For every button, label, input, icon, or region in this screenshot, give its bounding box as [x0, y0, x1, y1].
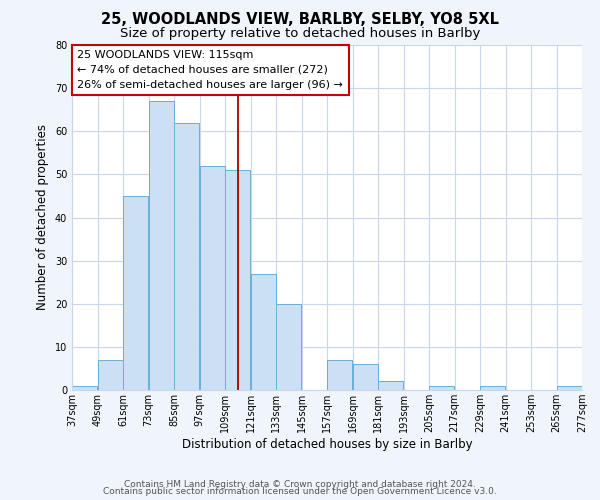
Text: 25 WOODLANDS VIEW: 115sqm
← 74% of detached houses are smaller (272)
26% of semi: 25 WOODLANDS VIEW: 115sqm ← 74% of detac… — [77, 50, 343, 90]
Text: 25, WOODLANDS VIEW, BARLBY, SELBY, YO8 5XL: 25, WOODLANDS VIEW, BARLBY, SELBY, YO8 5… — [101, 12, 499, 28]
Bar — [251, 274, 275, 390]
Bar — [557, 386, 581, 390]
Bar — [175, 122, 199, 390]
Bar — [149, 101, 173, 390]
Bar — [98, 360, 122, 390]
Bar — [328, 360, 352, 390]
Bar — [353, 364, 377, 390]
Bar — [200, 166, 224, 390]
Bar — [73, 386, 97, 390]
Bar — [430, 386, 454, 390]
Bar — [277, 304, 301, 390]
Bar — [226, 170, 250, 390]
Bar — [124, 196, 148, 390]
Text: Size of property relative to detached houses in Barlby: Size of property relative to detached ho… — [120, 28, 480, 40]
Text: Contains HM Land Registry data © Crown copyright and database right 2024.: Contains HM Land Registry data © Crown c… — [124, 480, 476, 489]
X-axis label: Distribution of detached houses by size in Barlby: Distribution of detached houses by size … — [182, 438, 472, 451]
Y-axis label: Number of detached properties: Number of detached properties — [36, 124, 49, 310]
Text: Contains public sector information licensed under the Open Government Licence v3: Contains public sector information licen… — [103, 488, 497, 496]
Bar — [379, 382, 403, 390]
Bar — [481, 386, 505, 390]
